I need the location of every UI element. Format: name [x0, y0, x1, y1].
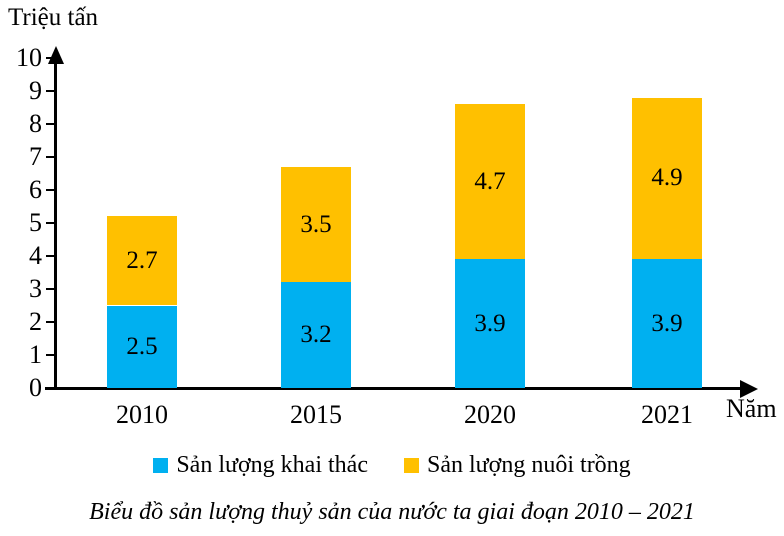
x-category-label: 2010	[116, 400, 168, 429]
y-axis-tick	[46, 354, 55, 356]
y-axis-tick	[46, 57, 55, 59]
bar-segment-khai-thac: 2.5	[107, 305, 177, 388]
y-axis-tick	[46, 321, 55, 323]
y-axis-line	[54, 56, 57, 390]
bar-segment-nuoi-trong: 3.5	[281, 166, 351, 283]
bar-segment-nuoi-trong: 2.7	[107, 216, 177, 306]
bar-value-label: 2.5	[126, 332, 158, 360]
y-axis-tick	[46, 156, 55, 158]
legend-label-nuoi-trong: Sản lượng nuôi trồng	[426, 452, 631, 478]
y-tick-label: 4	[29, 241, 42, 270]
y-axis-arrow-icon	[48, 46, 64, 64]
bar-segment-khai-thac: 3.9	[455, 259, 525, 388]
chart-caption: Biểu đồ sản lượng thuỷ sản của nước ta g…	[89, 499, 695, 525]
y-tick-label: 6	[29, 175, 42, 204]
y-axis-tick	[46, 90, 55, 92]
x-category-label: 2015	[290, 400, 342, 429]
x-category-label: 2020	[464, 400, 516, 429]
y-tick-label: 0	[29, 373, 42, 402]
bar-value-label: 3.9	[651, 309, 683, 337]
x-axis-label: Năm	[726, 394, 777, 423]
y-axis-tick	[46, 189, 55, 191]
bar-value-label: 2.7	[126, 246, 158, 274]
bar-value-label: 3.5	[300, 210, 332, 238]
legend-swatch-khai-thac-icon	[153, 457, 169, 473]
bar-value-label: 3.2	[300, 321, 332, 349]
bar-value-label: 4.7	[474, 167, 506, 195]
bar-segment-khai-thac: 3.9	[632, 259, 702, 388]
bar-segment-khai-thac: 3.2	[281, 282, 351, 388]
legend-swatch-nuoi-trong-icon	[403, 457, 419, 473]
y-tick-label: 3	[29, 274, 42, 303]
chart-legend: Sản lượng khai thác Sản lượng nuôi trồng	[0, 452, 784, 478]
x-category-label: 2021	[641, 400, 693, 429]
y-axis-tick	[46, 222, 55, 224]
y-tick-label: 5	[29, 208, 42, 237]
y-axis-tick	[46, 255, 55, 257]
y-tick-label: 1	[29, 340, 42, 369]
y-tick-label: 7	[29, 142, 42, 171]
legend-item-khai-thac: Sản lượng khai thác	[153, 452, 368, 478]
y-axis-tick	[46, 288, 55, 290]
y-tick-label: 10	[16, 43, 42, 72]
y-tick-label: 9	[29, 76, 42, 105]
y-tick-label: 2	[29, 307, 42, 336]
bar-segment-nuoi-trong: 4.9	[632, 97, 702, 260]
y-axis-tick	[46, 123, 55, 125]
legend-item-nuoi-trong: Sản lượng nuôi trồng	[403, 452, 631, 478]
legend-label-khai-thac: Sản lượng khai thác	[176, 452, 368, 478]
y-axis-title: Triệu tấn	[8, 4, 99, 31]
x-axis-line	[45, 387, 743, 390]
bar-value-label: 3.9	[474, 309, 506, 337]
bar-value-label: 4.9	[651, 164, 683, 192]
y-tick-label: 8	[29, 109, 42, 138]
x-axis-arrow-icon	[740, 380, 758, 398]
bar-segment-nuoi-trong: 4.7	[455, 104, 525, 260]
